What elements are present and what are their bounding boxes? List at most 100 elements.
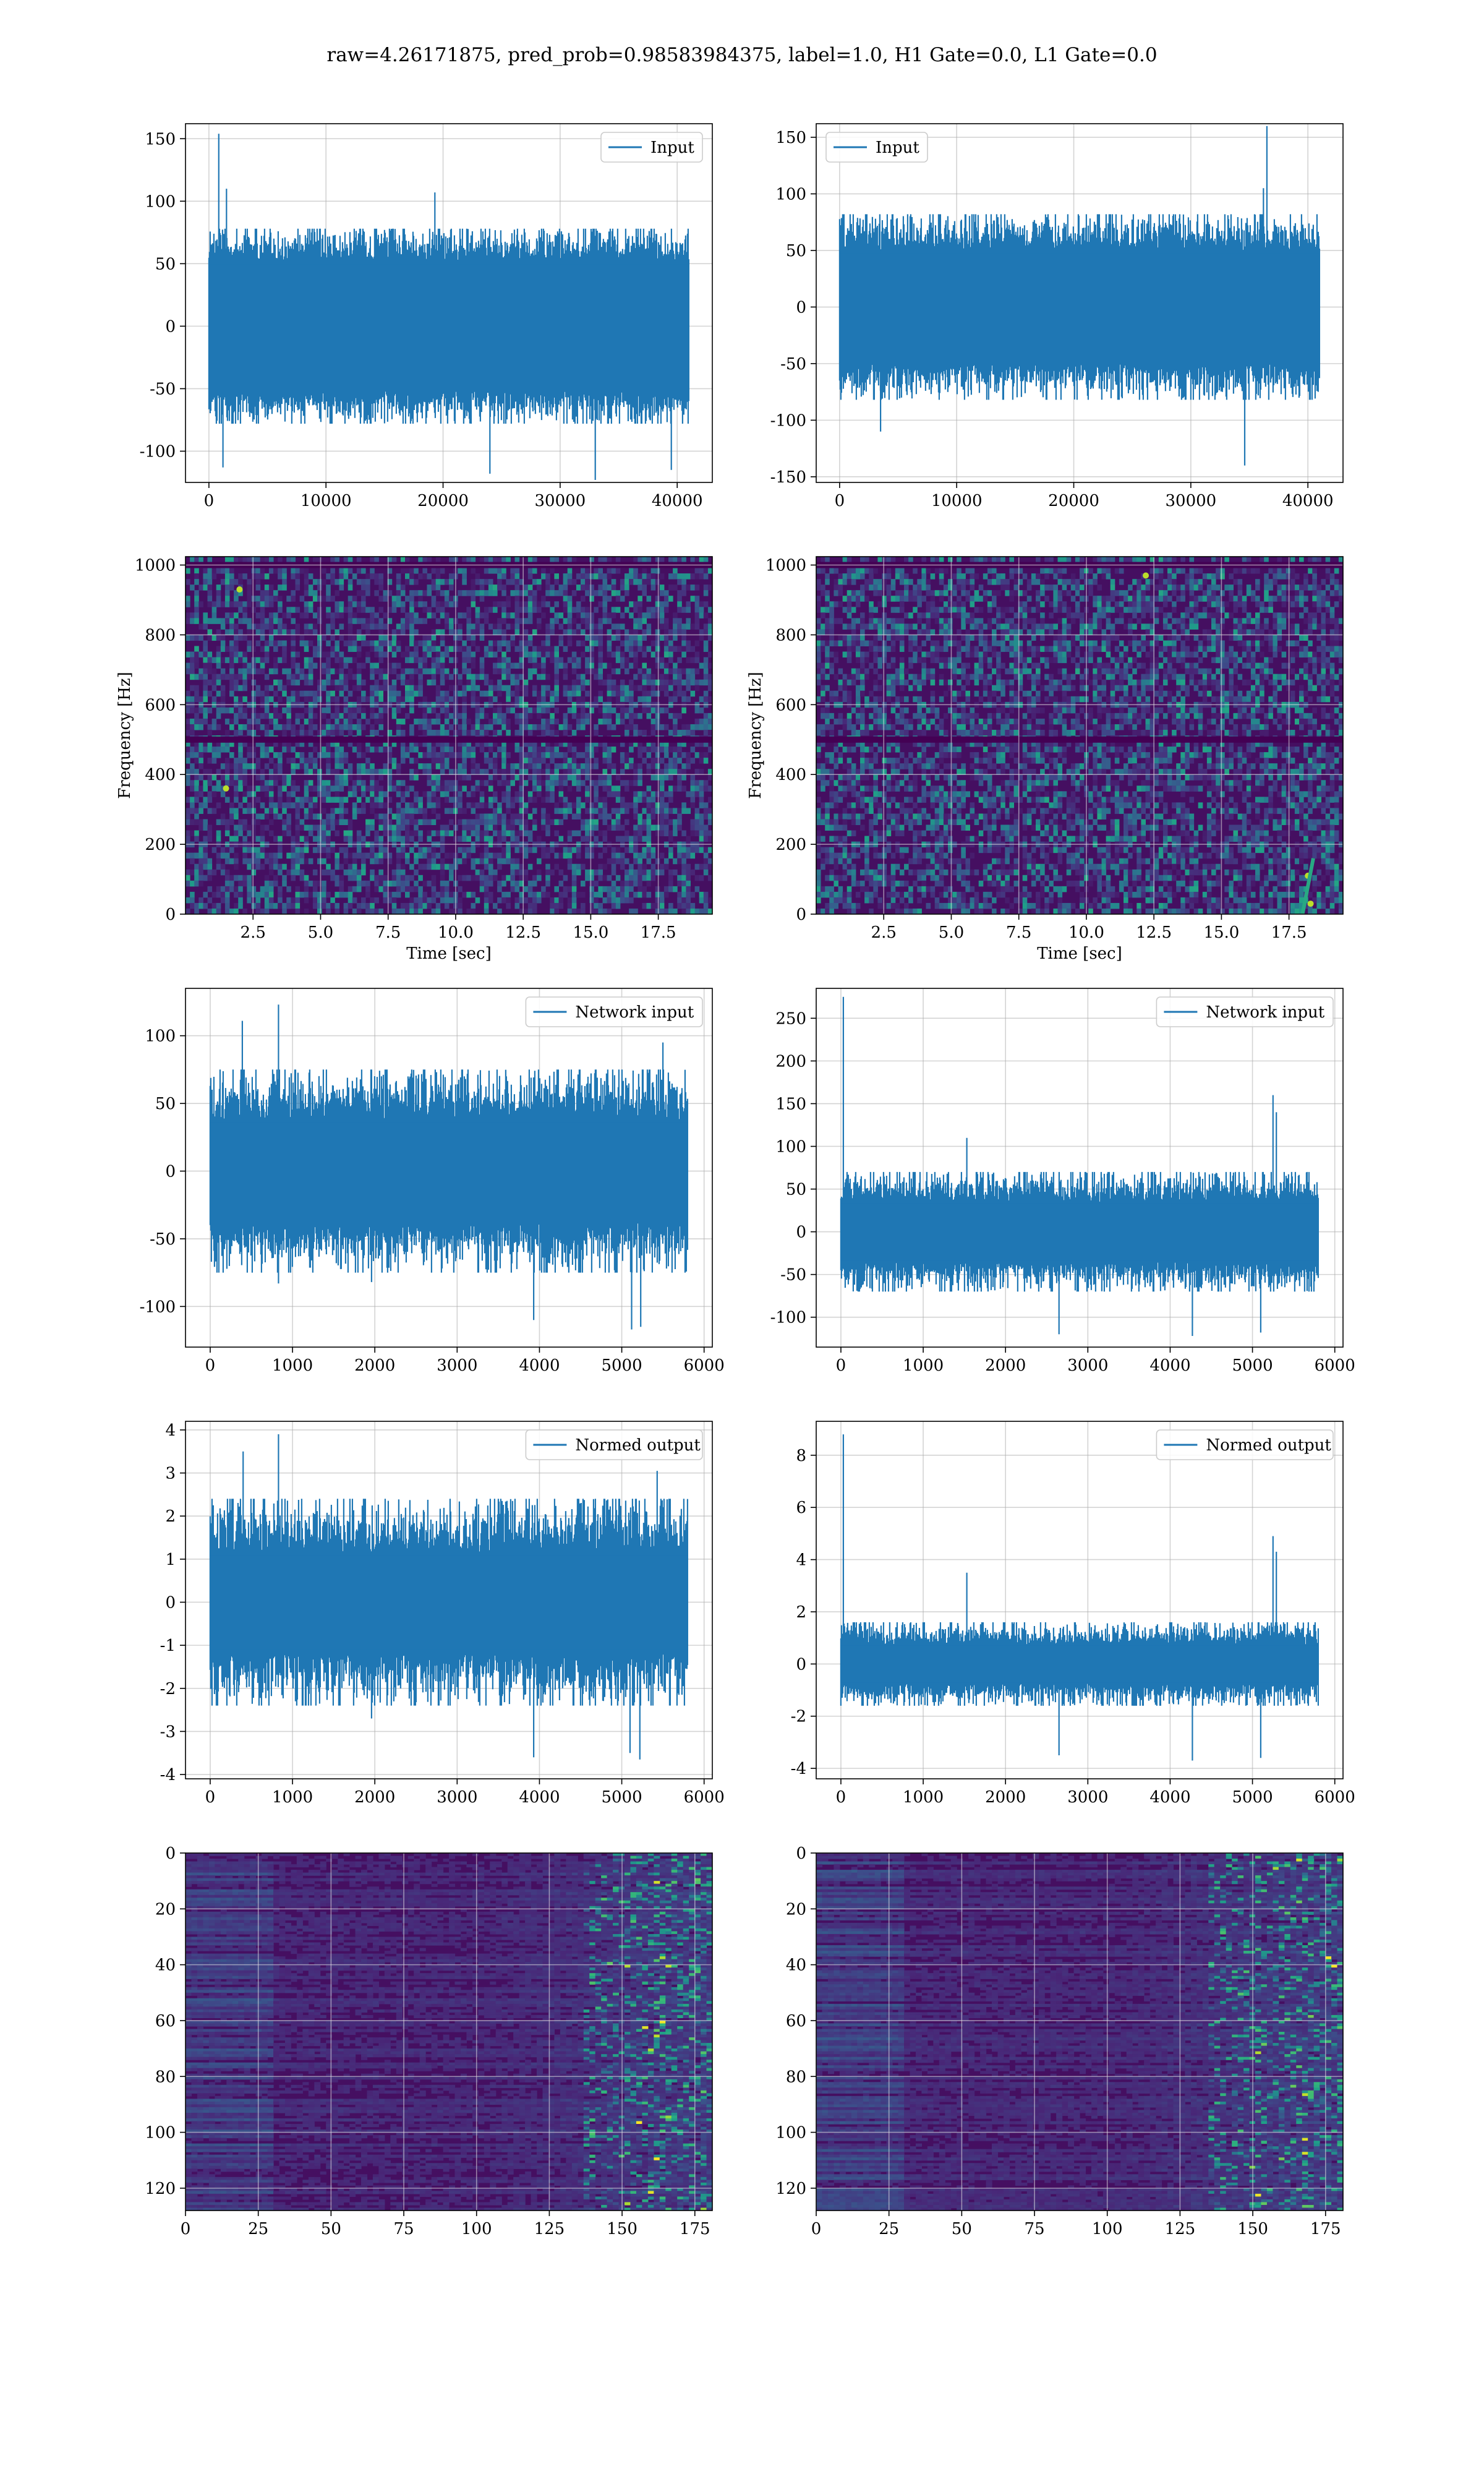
heatmap-cell <box>493 902 498 909</box>
heatmap-cell <box>216 707 221 714</box>
heatmap-cell <box>554 696 559 703</box>
heatmap-cell <box>339 891 344 898</box>
heatmap-cell <box>339 724 344 730</box>
heatmap-cell <box>361 852 366 859</box>
heatmap-cell <box>607 886 612 892</box>
heatmap-cell <box>589 752 594 758</box>
heatmap-cell <box>348 819 353 825</box>
heatmap-cell <box>295 696 301 703</box>
heatmap-cell <box>405 785 410 792</box>
heatmap-cell <box>514 869 520 876</box>
heatmap-cell <box>400 875 406 881</box>
heatmap-cell <box>668 852 673 859</box>
heatmap-cell <box>462 657 467 664</box>
heatmap-cell <box>598 863 603 870</box>
heatmap-cell <box>431 886 437 892</box>
heatmap-cell <box>308 813 313 820</box>
heatmap-cell <box>681 752 686 758</box>
heatmap-cell <box>427 651 432 658</box>
heatmap-cell <box>462 662 467 669</box>
heatmap-cell <box>198 696 203 703</box>
heatmap-cell <box>247 718 252 725</box>
heatmap-cell <box>190 802 195 808</box>
heatmap-cell <box>466 635 471 641</box>
heatmap-cell <box>224 629 230 635</box>
heatmap-cell <box>589 707 594 714</box>
heatmap-cell <box>370 557 375 563</box>
heatmap-cell <box>352 852 357 859</box>
heatmap-cell <box>431 640 437 646</box>
heatmap-cell <box>361 568 366 574</box>
heatmap-cell <box>370 802 375 808</box>
heatmap-cell <box>677 690 682 697</box>
heatmap-cell <box>585 752 590 758</box>
heatmap-cell <box>352 640 357 646</box>
heatmap-cell <box>996 573 1001 580</box>
heatmap-cell <box>602 897 608 904</box>
heatmap-cell <box>286 774 291 781</box>
heatmap-cell <box>444 668 450 675</box>
heatmap-cell <box>343 568 349 574</box>
heatmap-cell <box>611 858 616 865</box>
heatmap-cell <box>506 696 511 703</box>
heatmap-cell <box>663 623 669 630</box>
heatmap-cell <box>668 573 673 580</box>
heatmap-cell <box>598 651 603 658</box>
heatmap-cell <box>510 813 515 820</box>
heatmap-cell <box>629 696 634 703</box>
heatmap-cell <box>681 852 686 859</box>
heatmap-cell <box>690 646 696 653</box>
heatmap-cell <box>646 858 652 865</box>
heatmap-cell <box>444 747 450 753</box>
heatmap-cell <box>488 590 493 596</box>
heatmap-cell <box>602 863 608 870</box>
heatmap-cell <box>532 891 537 898</box>
heatmap-cell <box>699 696 704 703</box>
heatmap-cell <box>992 573 997 580</box>
heatmap-cell <box>523 690 529 697</box>
heatmap-cell <box>638 747 642 753</box>
heatmap-cell <box>523 808 529 814</box>
heatmap-cell <box>707 858 712 865</box>
heatmap-cell <box>458 808 463 814</box>
heatmap-cell <box>370 824 375 831</box>
heatmap-cell <box>374 718 379 725</box>
heatmap-cell <box>690 623 696 630</box>
heatmap-cell <box>229 741 234 747</box>
heatmap-cell <box>501 573 506 580</box>
heatmap-cell <box>312 902 318 909</box>
heatmap-cell <box>659 797 665 803</box>
heatmap-cell <box>203 858 208 865</box>
heatmap-cell <box>422 752 427 758</box>
heatmap-cell <box>440 847 445 854</box>
heatmap-cell <box>642 651 647 658</box>
heatmap-cell <box>229 774 234 781</box>
heatmap-cell <box>558 590 564 596</box>
heatmap-cell <box>194 774 199 781</box>
heatmap-cell <box>650 579 656 585</box>
heatmap-cell <box>493 774 498 781</box>
heatmap-cell <box>527 713 533 719</box>
heatmap-cell <box>532 763 537 769</box>
heatmap-cell <box>238 830 243 837</box>
heatmap-cell <box>291 869 296 876</box>
heatmap-cell <box>673 824 678 831</box>
heatmap-cell <box>510 707 515 714</box>
heatmap-cell <box>356 852 362 859</box>
heatmap-cell <box>611 635 616 641</box>
heatmap-cell <box>322 824 326 831</box>
heatmap-cell <box>440 897 445 904</box>
heatmap-cell <box>571 690 577 697</box>
heatmap-cell <box>435 758 441 764</box>
heatmap-cell <box>1334 568 1339 574</box>
heatmap-cell <box>1093 557 1098 563</box>
heatmap-cell <box>190 752 195 758</box>
heatmap-cell <box>400 869 406 876</box>
heatmap-cell <box>207 651 213 658</box>
heatmap-cell <box>418 897 423 904</box>
heatmap-cell <box>291 674 296 680</box>
heatmap-cell <box>681 875 686 881</box>
heatmap-cell <box>673 830 678 837</box>
heatmap-cell <box>396 724 401 730</box>
heatmap-cell <box>1260 557 1264 563</box>
